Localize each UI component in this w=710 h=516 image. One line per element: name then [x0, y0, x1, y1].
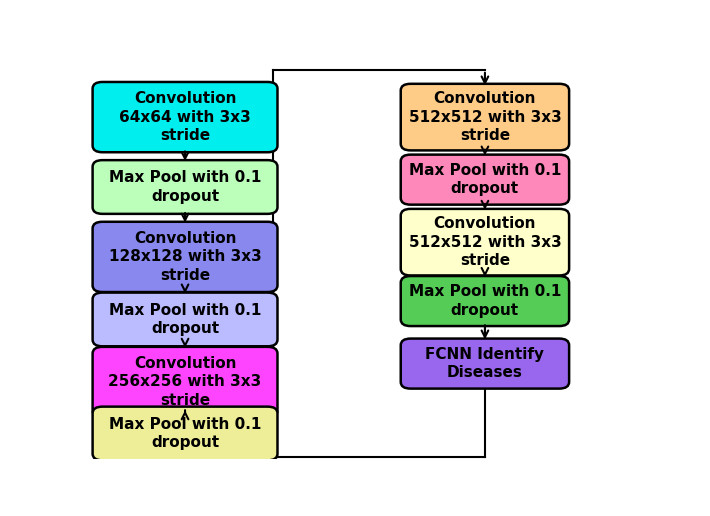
FancyBboxPatch shape: [92, 222, 278, 292]
FancyBboxPatch shape: [92, 293, 278, 346]
FancyBboxPatch shape: [400, 155, 569, 205]
FancyBboxPatch shape: [400, 338, 569, 389]
FancyBboxPatch shape: [92, 82, 278, 152]
FancyBboxPatch shape: [400, 209, 569, 276]
Text: Max Pool with 0.1
dropout: Max Pool with 0.1 dropout: [409, 284, 561, 318]
FancyBboxPatch shape: [92, 407, 278, 460]
FancyBboxPatch shape: [400, 84, 569, 150]
Text: Max Pool with 0.1
dropout: Max Pool with 0.1 dropout: [109, 303, 261, 336]
Text: Convolution
512x512 with 3x3
stride: Convolution 512x512 with 3x3 stride: [408, 216, 562, 268]
FancyBboxPatch shape: [400, 276, 569, 326]
FancyBboxPatch shape: [92, 347, 278, 417]
Text: FCNN Identify
Diseases: FCNN Identify Diseases: [425, 347, 545, 380]
Text: Max Pool with 0.1
dropout: Max Pool with 0.1 dropout: [109, 170, 261, 204]
Text: Convolution
128x128 with 3x3
stride: Convolution 128x128 with 3x3 stride: [109, 231, 261, 283]
Text: Max Pool with 0.1
dropout: Max Pool with 0.1 dropout: [109, 417, 261, 450]
FancyBboxPatch shape: [92, 160, 278, 214]
Text: Convolution
256x256 with 3x3
stride: Convolution 256x256 with 3x3 stride: [109, 356, 262, 408]
Text: Convolution
64x64 with 3x3
stride: Convolution 64x64 with 3x3 stride: [119, 91, 251, 143]
Text: Convolution
512x512 with 3x3
stride: Convolution 512x512 with 3x3 stride: [408, 91, 562, 143]
Text: Max Pool with 0.1
dropout: Max Pool with 0.1 dropout: [409, 163, 561, 197]
